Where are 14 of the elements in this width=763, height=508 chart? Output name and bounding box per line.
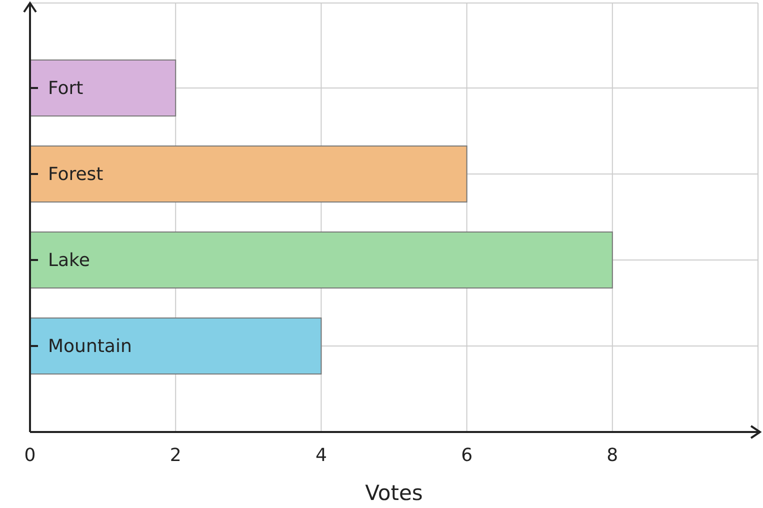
y-tick-label: Mountain	[48, 336, 132, 357]
x-tick-label: 2	[170, 444, 182, 466]
x-tick-label: 0	[24, 444, 36, 466]
y-tick-label: Lake	[48, 250, 90, 271]
x-tick-label: 8	[606, 444, 618, 466]
x-tick-label: 6	[461, 444, 473, 466]
bar	[30, 232, 613, 288]
y-tick-label: Fort	[48, 78, 84, 99]
bar	[30, 146, 468, 202]
x-tick-label: 4	[315, 444, 327, 466]
bar	[30, 60, 176, 116]
y-tick-label: Forest	[48, 164, 104, 185]
bar	[30, 318, 322, 374]
x-axis-title: Votes	[365, 481, 423, 505]
